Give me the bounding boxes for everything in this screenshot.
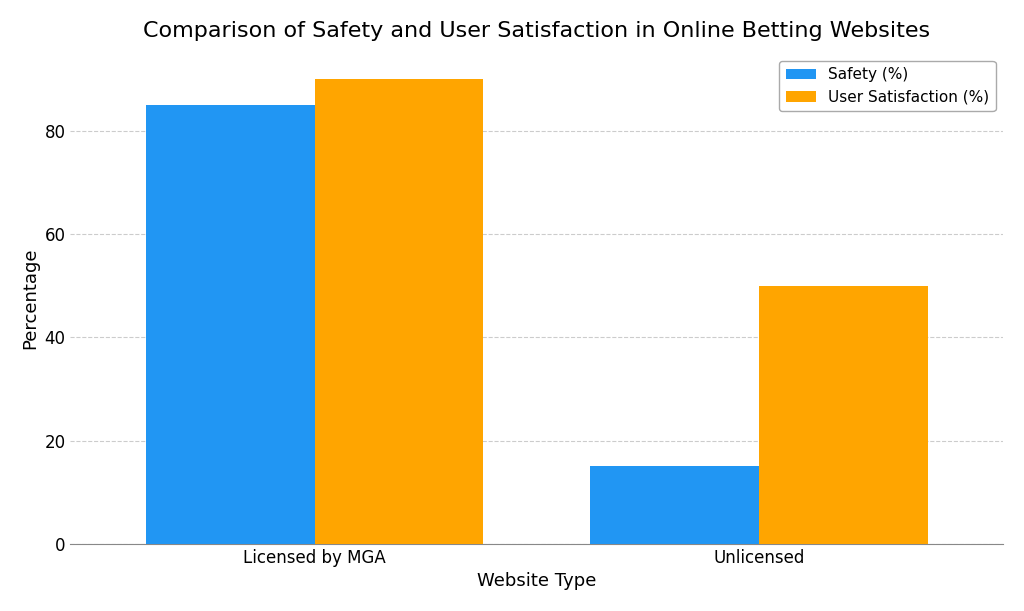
- Y-axis label: Percentage: Percentage: [20, 248, 39, 349]
- Title: Comparison of Safety and User Satisfaction in Online Betting Websites: Comparison of Safety and User Satisfacti…: [143, 21, 931, 41]
- Bar: [590, 466, 759, 544]
- Bar: [759, 286, 928, 544]
- Bar: [145, 105, 314, 544]
- X-axis label: Website Type: Website Type: [477, 572, 596, 590]
- Legend: Safety (%), User Satisfaction (%): Safety (%), User Satisfaction (%): [779, 61, 995, 111]
- Bar: [314, 79, 483, 544]
